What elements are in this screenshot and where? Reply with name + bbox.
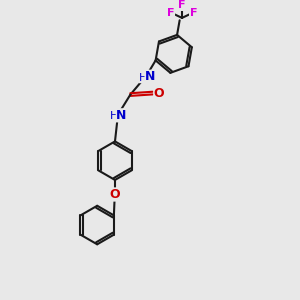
- Text: F: F: [167, 8, 175, 18]
- Text: F: F: [190, 8, 197, 18]
- Text: H: H: [139, 73, 147, 82]
- Text: O: O: [110, 188, 120, 201]
- Text: F: F: [178, 0, 186, 11]
- Text: O: O: [154, 87, 164, 100]
- Text: N: N: [145, 70, 155, 83]
- Text: N: N: [116, 109, 127, 122]
- Text: H: H: [110, 111, 118, 121]
